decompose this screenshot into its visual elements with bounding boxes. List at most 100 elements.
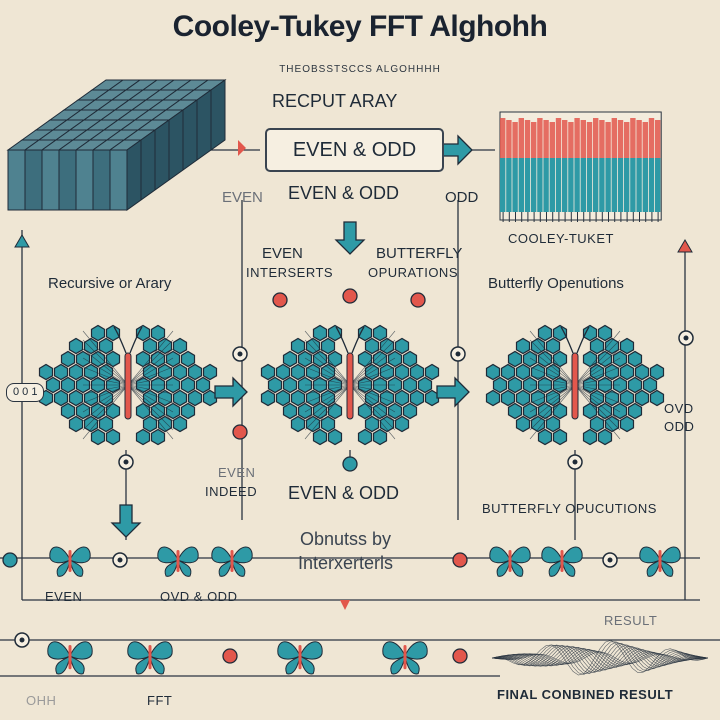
even-indeed-label-2: INDEED xyxy=(205,484,258,499)
wing-hex-cell xyxy=(372,402,388,420)
butterfly-operations-label: BUTTERFLY xyxy=(376,245,463,262)
wing-hex-cell xyxy=(537,324,553,342)
wing-fan-line xyxy=(127,339,174,386)
wing-hex-cell xyxy=(327,428,343,446)
small-lower-wing xyxy=(659,558,674,577)
node-ring-dot xyxy=(19,637,25,643)
wing-hex-cell xyxy=(180,402,196,420)
small-upper-wing xyxy=(231,546,253,564)
cube-front-column xyxy=(24,149,43,211)
wing-hex-cell xyxy=(500,389,516,407)
page-subtitle: THEOBSSTSCCS ALGOHHHH xyxy=(279,64,441,75)
wing-hex-cell xyxy=(402,376,418,394)
wing-hex-cell xyxy=(394,415,410,433)
interxerterls-label: Interxerterls xyxy=(298,553,394,573)
bar-top-segment xyxy=(593,118,599,158)
butterfly-antenna xyxy=(113,326,127,354)
bar-top-segment xyxy=(624,122,630,158)
wing-fan-line xyxy=(82,357,129,386)
wing-hex-cell xyxy=(312,428,328,446)
wing-fan-line xyxy=(127,384,174,395)
node-ring-dot xyxy=(117,557,123,563)
small-butterfly-body xyxy=(148,645,152,670)
bar-bottom-segment xyxy=(624,158,630,212)
wing-fan-line xyxy=(304,357,351,386)
small-butterfly-body xyxy=(298,645,302,670)
wing-hex-cell xyxy=(552,324,568,342)
wing-hex-cell xyxy=(150,324,166,342)
bar-top-segment xyxy=(500,118,506,158)
wing-hex-cell xyxy=(507,376,523,394)
cooley-tukey-bar-chart xyxy=(499,111,662,222)
small-upper-wing xyxy=(489,546,511,564)
wing-hex-cell xyxy=(75,402,91,420)
wing-hex-cell xyxy=(172,389,188,407)
wing-fan-line xyxy=(529,384,576,440)
node-filled xyxy=(272,292,288,308)
bar-top-segment xyxy=(599,120,605,158)
wing-fan-line xyxy=(127,330,174,386)
wing-hex-cell xyxy=(537,402,553,420)
small-upper-wing xyxy=(639,546,661,564)
ovd-odd-label: OVD & ODD xyxy=(160,589,238,604)
bar-bottom-segment xyxy=(605,158,611,212)
arrow-small-down xyxy=(340,600,350,610)
wing-hex-cell xyxy=(275,389,291,407)
small-upper-wing xyxy=(69,546,91,564)
wing-hex-cell xyxy=(589,337,605,355)
small-lower-wing xyxy=(548,558,563,577)
butterfly-openutions-label: Butterfly Openutions xyxy=(488,275,624,292)
wing-hex-cell xyxy=(187,363,203,381)
bar-bottom-segment xyxy=(568,158,574,212)
wing-fan-line xyxy=(574,339,621,386)
wing-hex-cell xyxy=(597,324,613,342)
small-upper-wing xyxy=(149,641,173,660)
bar-bottom-segment xyxy=(636,158,642,212)
wing-hex-cell xyxy=(634,363,650,381)
bar-bottom-segment xyxy=(580,158,586,212)
wing-hex-cell xyxy=(530,389,546,407)
wing-hex-cell xyxy=(379,337,395,355)
wing-hex-cell xyxy=(282,402,298,420)
wing-fan-line xyxy=(349,384,396,422)
small-lower-wing xyxy=(218,558,233,577)
bar-top-segment xyxy=(642,122,648,158)
bar-bottom-segment xyxy=(524,158,531,212)
wave-line xyxy=(491,644,709,673)
wing-hex-cell xyxy=(172,363,188,381)
small-upper-wing xyxy=(127,641,151,660)
small-butterfly xyxy=(489,546,531,577)
small-lower-wing xyxy=(509,558,524,577)
wing-hex-cell xyxy=(642,376,658,394)
wing-hex-cell xyxy=(604,363,620,381)
wing-hex-cell xyxy=(522,350,538,368)
node-ring-dot xyxy=(455,351,461,357)
wing-fan-line xyxy=(574,366,621,386)
wing-hex-cell xyxy=(597,350,613,368)
wing-hex-cell xyxy=(142,415,158,433)
wing-fan-line xyxy=(127,384,174,404)
wing-hex-cell xyxy=(619,389,635,407)
wing-fan-line xyxy=(529,384,576,413)
wing-fan-line xyxy=(127,357,174,386)
wing-fan-line xyxy=(304,348,351,386)
bar-top-segment xyxy=(605,122,611,158)
small-upper-wing xyxy=(47,641,71,660)
wing-fan-line xyxy=(349,375,396,386)
wing-hex-cell xyxy=(260,389,276,407)
wing-hex-cell xyxy=(282,376,298,394)
wing-hex-cell xyxy=(507,350,523,368)
arrow-right-2 xyxy=(436,376,470,408)
bar-top-segment xyxy=(531,122,537,158)
wing-fan-line xyxy=(304,384,351,395)
bar-bottom-segment xyxy=(531,158,537,212)
small-butterfly xyxy=(541,546,583,577)
node-ring-dot xyxy=(683,335,689,341)
wing-hex-cell xyxy=(552,428,568,446)
wing-hex-cell xyxy=(372,324,388,342)
wing-fan-line xyxy=(127,384,174,413)
wing-hex-cell xyxy=(83,337,99,355)
small-butterfly-row xyxy=(47,546,681,675)
butterfly-body xyxy=(571,352,579,420)
wing-hex-cell xyxy=(90,402,106,420)
